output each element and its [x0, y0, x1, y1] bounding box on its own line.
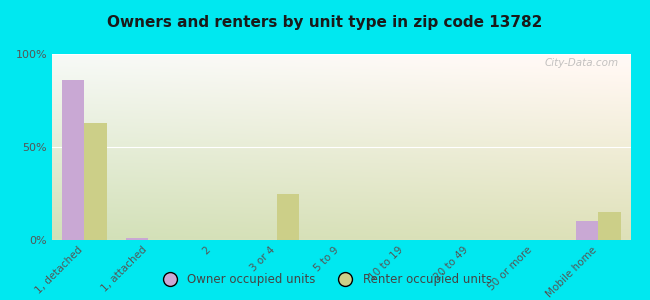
Text: City-Data.com: City-Data.com — [545, 58, 619, 68]
Legend: Owner occupied units, Renter occupied units: Owner occupied units, Renter occupied un… — [153, 269, 497, 291]
Bar — [84, 123, 107, 240]
Bar — [62, 80, 84, 240]
Bar — [277, 194, 300, 240]
Bar — [599, 212, 621, 240]
Bar — [126, 238, 148, 240]
Text: Owners and renters by unit type in zip code 13782: Owners and renters by unit type in zip c… — [107, 15, 543, 30]
Bar — [576, 221, 599, 240]
